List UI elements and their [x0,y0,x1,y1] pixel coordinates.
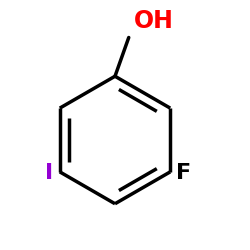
Text: OH: OH [134,9,173,33]
Text: I: I [46,163,54,183]
Text: F: F [176,163,192,183]
